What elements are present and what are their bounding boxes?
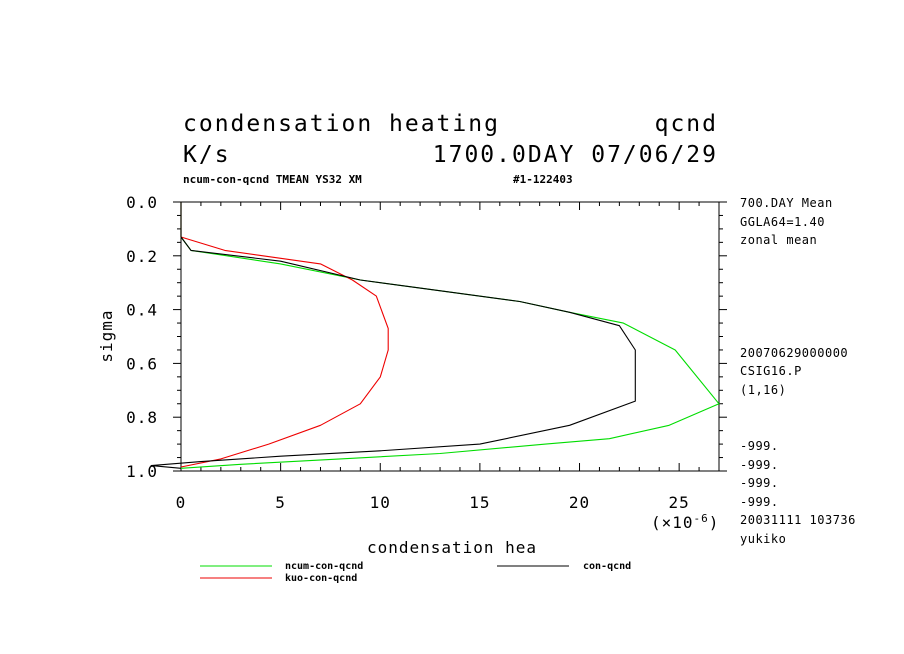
side-info-missing-4: -999. — [740, 495, 779, 509]
y-tick-label: 0.2 — [126, 247, 158, 266]
legend-label-kuo: kuo-con-qcnd — [285, 573, 357, 584]
side-info-user: yukiko — [740, 532, 786, 546]
side-info-mean: 700.DAY Mean — [740, 196, 833, 210]
x-scale-close: ) — [709, 513, 720, 532]
legend-label-con: con-qcnd — [583, 561, 631, 572]
side-info-missing-2: -999. — [740, 458, 779, 472]
x-scale-factor: (×10-6) — [651, 512, 719, 532]
run-id: #1-122403 — [513, 173, 573, 186]
x-scale-prefix: (×10 — [651, 513, 694, 532]
variable-name: qcnd — [655, 111, 718, 137]
legend: ncum-con-qcnd kuo-con-qcnd con-qcnd — [200, 561, 631, 584]
x-tick-label: 5 — [275, 493, 286, 512]
y-tick-label: 0.8 — [126, 408, 158, 427]
x-tick-label: 20 — [569, 493, 590, 512]
series-con-qcnd — [150, 202, 636, 469]
axis-tick-labels: 0 5 10 15 20 25 0.0 0.2 0.4 0.6 0.8 1.0 — [126, 193, 690, 512]
date-label: 1700.0DAY 07/06/29 — [433, 142, 718, 168]
side-info-datetime: 20070629000000 — [740, 346, 848, 360]
side-info-zonal: zonal mean — [740, 233, 817, 247]
axis-ticks — [173, 201, 727, 472]
series-lines — [150, 202, 720, 469]
x-scale-exponent: -6 — [694, 512, 709, 525]
side-info-created: 20031111 103736 — [740, 513, 856, 527]
x-axis-label: condensation hea — [367, 538, 537, 557]
y-axis-label: sigma — [97, 309, 116, 362]
y-tick-label: 0.6 — [126, 354, 158, 373]
units-label: K/s — [183, 142, 231, 168]
x-tick-label: 25 — [669, 493, 690, 512]
x-tick-label: 0 — [176, 493, 187, 512]
side-info-level: (1,16) — [740, 383, 786, 397]
side-info-missing-1: -999. — [740, 439, 779, 453]
legend-label-ncum: ncum-con-qcnd — [285, 561, 363, 572]
y-tick-label: 0.4 — [126, 301, 158, 320]
x-tick-label: 10 — [370, 493, 391, 512]
side-info-file: CSIG16.P — [740, 364, 802, 378]
plot-frame — [180, 201, 720, 472]
chart-title: condensation heating — [183, 111, 500, 137]
y-tick-label: 0.0 — [126, 193, 158, 212]
side-info-grid: GGLA64=1.40 — [740, 215, 825, 229]
x-tick-label: 15 — [469, 493, 490, 512]
side-info-missing-3: -999. — [740, 476, 779, 490]
series-ncum-con-qcnd — [180, 202, 720, 469]
series-kuo-con-qcnd — [180, 202, 389, 468]
y-tick-label: 1.0 — [126, 462, 158, 481]
subtitle: ncum-con-qcnd TMEAN YS32 XM — [183, 173, 362, 186]
